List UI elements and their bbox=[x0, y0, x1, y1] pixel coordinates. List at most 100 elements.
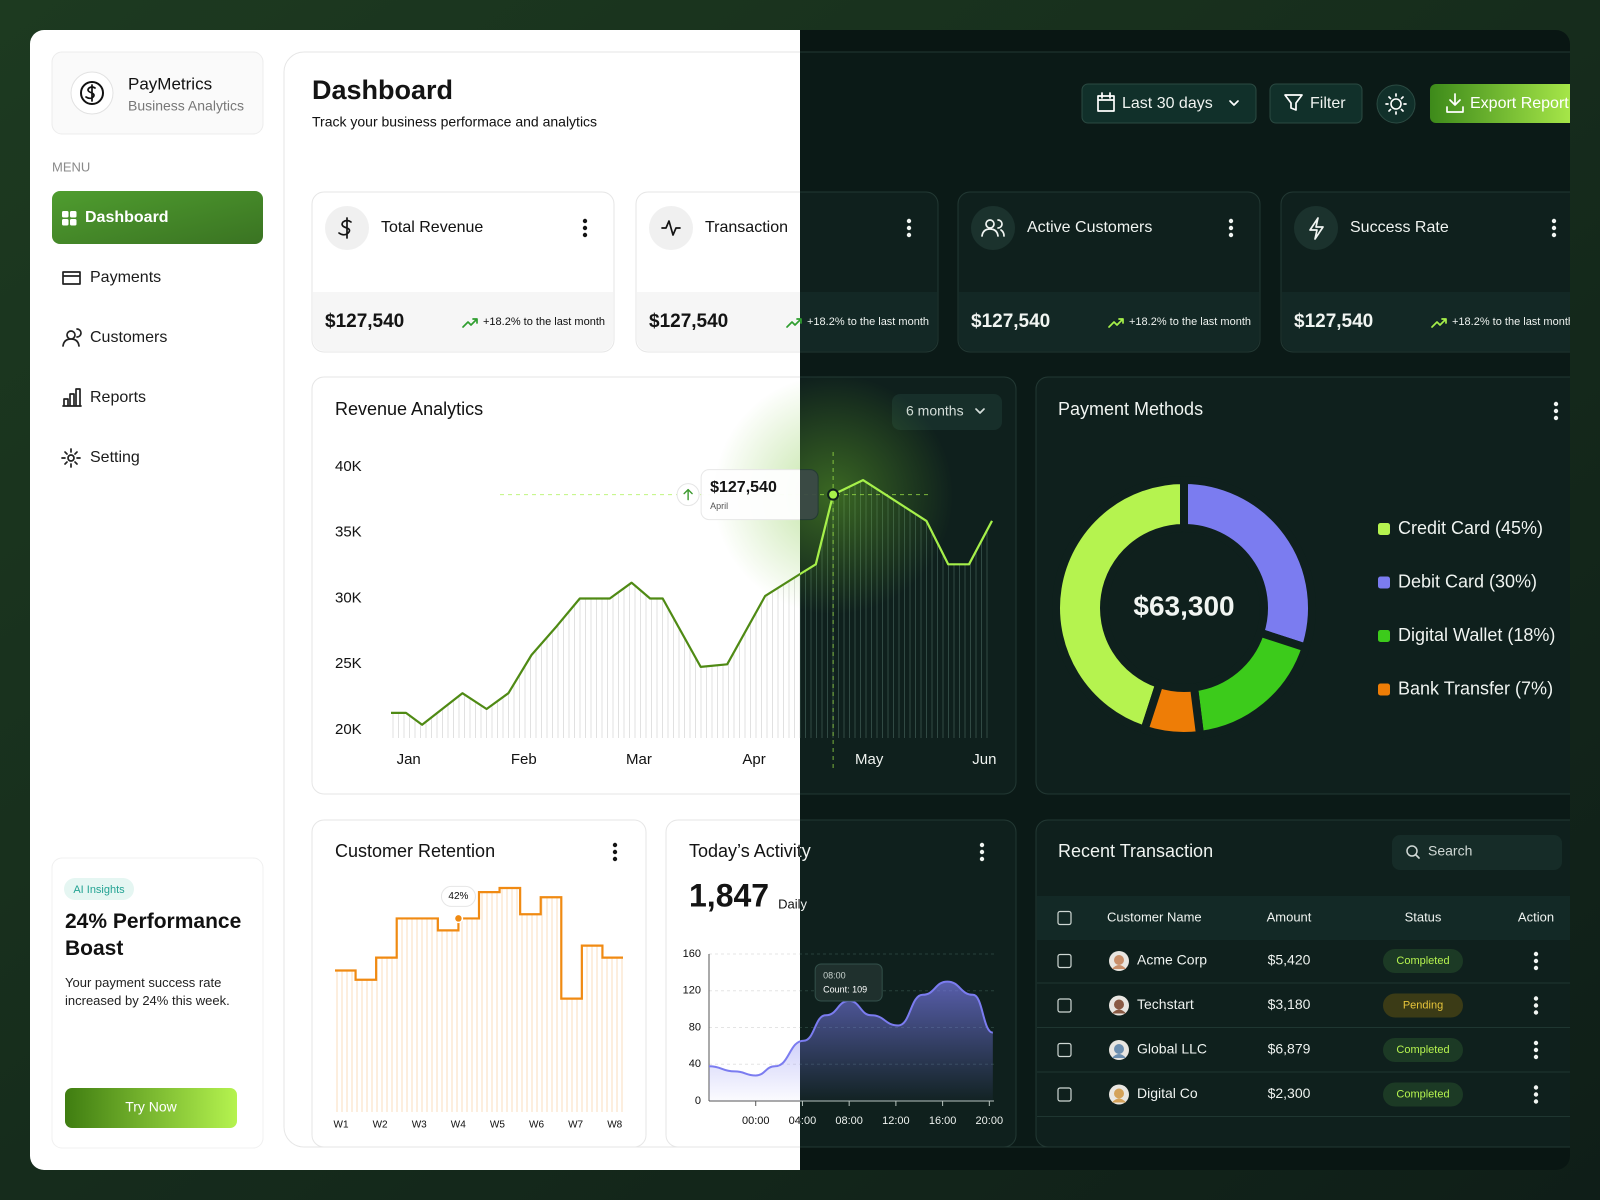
chart-title: Today’s Activity bbox=[689, 841, 811, 861]
legend-swatch bbox=[1378, 630, 1390, 642]
amount: $5,420 bbox=[1268, 952, 1311, 968]
row-action bbox=[1533, 1010, 1539, 1015]
x-tick-label: Mar bbox=[626, 751, 652, 768]
nav-icon bbox=[62, 388, 82, 407]
customer-name: Techstart bbox=[1137, 996, 1194, 1012]
nav-item[interactable]: Setting bbox=[90, 449, 140, 466]
kpi-footer bbox=[1282, 292, 1570, 351]
kpi-change: +18.2% to the last month bbox=[1452, 316, 1574, 328]
kpi-title: Total Revenue bbox=[381, 219, 483, 236]
sun-icon bbox=[1390, 98, 1402, 110]
kpi-title: Transaction bbox=[705, 219, 788, 236]
legend-swatch bbox=[1378, 683, 1390, 696]
kpi-icon-bg bbox=[971, 206, 1015, 250]
x-tick-label: W1 bbox=[334, 1120, 349, 1131]
row-action bbox=[1533, 1003, 1539, 1008]
x-tick-label: W6 bbox=[529, 1120, 544, 1131]
theme-toggle[interactable] bbox=[1376, 84, 1416, 124]
checkbox[interactable] bbox=[1057, 910, 1072, 926]
column-header: Status bbox=[1405, 909, 1442, 924]
card-menu bbox=[1553, 408, 1559, 414]
donut-segment bbox=[1180, 476, 1316, 652]
kpi-menu bbox=[906, 218, 912, 224]
status: Completed bbox=[1396, 955, 1449, 967]
highlight-point bbox=[827, 488, 840, 501]
amount: $6,879 bbox=[1268, 1041, 1311, 1057]
y-tick-label: 80 bbox=[689, 1021, 701, 1033]
donut-segment bbox=[1052, 476, 1188, 734]
customer-name: Global LLC bbox=[1137, 1041, 1207, 1057]
header-button[interactable] bbox=[1430, 84, 1590, 123]
nav-item[interactable]: Payments bbox=[90, 269, 161, 286]
sun-rays bbox=[1385, 93, 1407, 115]
kpi-icon-bg bbox=[1294, 206, 1338, 250]
tooltip bbox=[700, 469, 819, 521]
column-header: Amount bbox=[1267, 909, 1312, 924]
nav-item[interactable]: Dashboard bbox=[85, 209, 169, 226]
trend-icon bbox=[786, 318, 802, 328]
kpi-menu bbox=[1551, 225, 1557, 231]
card-menu bbox=[979, 856, 985, 862]
kpi-footer bbox=[637, 292, 937, 351]
legend-label: Digital Wallet (18%) bbox=[1398, 625, 1555, 645]
checkbox[interactable] bbox=[1057, 953, 1072, 969]
checkbox[interactable] bbox=[1057, 998, 1072, 1013]
checkbox[interactable] bbox=[1057, 1042, 1072, 1058]
y-tick-label: 40K bbox=[335, 458, 362, 475]
row-action bbox=[1533, 951, 1539, 957]
nav-active[interactable] bbox=[52, 191, 263, 244]
brand-logo-ring bbox=[80, 81, 104, 105]
status-pill bbox=[1383, 993, 1463, 1018]
page-subtitle: Track your business performace and analy… bbox=[312, 114, 597, 130]
kpi-menu bbox=[582, 232, 588, 238]
search-icon-handle bbox=[1415, 854, 1420, 859]
row-action bbox=[1533, 1092, 1539, 1097]
checkbox[interactable] bbox=[1057, 1087, 1072, 1102]
y-tick-label: 160 bbox=[683, 948, 701, 960]
brand-name: PayMetrics bbox=[128, 74, 212, 93]
header-button[interactable] bbox=[1269, 83, 1363, 124]
y-tick-label: 0 bbox=[695, 1095, 701, 1107]
tooltip-time: 08:00 bbox=[823, 970, 846, 980]
amount: $3,180 bbox=[1268, 996, 1311, 1012]
kpi-menu bbox=[582, 225, 588, 231]
y-tick-label: 35K bbox=[335, 524, 362, 541]
chevron bbox=[1229, 100, 1239, 106]
step-hatch bbox=[336, 888, 623, 1112]
customer-name: Acme Corp bbox=[1137, 952, 1207, 968]
row-action bbox=[1533, 1054, 1539, 1060]
table-title: Recent Transaction bbox=[1058, 841, 1213, 861]
try-button-text[interactable]: Try Now bbox=[125, 1099, 177, 1115]
kpi-menu bbox=[1551, 218, 1557, 224]
search-icon bbox=[1406, 845, 1418, 857]
legend-swatch bbox=[1378, 523, 1390, 535]
nav-icon bbox=[62, 271, 81, 285]
tooltip bbox=[814, 963, 883, 1002]
export-label[interactable]: Export Report bbox=[1470, 95, 1569, 112]
status-pill bbox=[1383, 949, 1463, 973]
search-placeholder[interactable]: Search bbox=[1428, 843, 1472, 859]
avatar-face bbox=[1114, 1088, 1124, 1099]
status-pill bbox=[1383, 1082, 1463, 1107]
nav-item[interactable]: Customers bbox=[90, 329, 167, 346]
kpi-value: $127,540 bbox=[649, 311, 728, 332]
tooltip-value: $127,540 bbox=[710, 479, 777, 496]
try-button[interactable] bbox=[65, 1088, 237, 1128]
header-button[interactable] bbox=[1081, 83, 1257, 124]
avatar-body bbox=[1112, 1054, 1126, 1058]
date-range[interactable]: Last 30 days bbox=[1122, 95, 1213, 112]
nav-icon bbox=[70, 219, 77, 226]
card-menu bbox=[612, 849, 618, 855]
kpi-change: +18.2% to the last month bbox=[1129, 316, 1251, 328]
search-box[interactable] bbox=[1392, 835, 1562, 870]
kpi-footer bbox=[959, 292, 1259, 351]
avatar-face bbox=[1114, 999, 1124, 1010]
kpi-menu bbox=[1228, 225, 1234, 231]
nav-icon bbox=[62, 211, 69, 218]
filter-label[interactable]: Filter bbox=[1310, 95, 1346, 112]
kpi-icon bbox=[981, 219, 1005, 237]
revenue-line bbox=[391, 479, 993, 726]
x-tick-label: W2 bbox=[373, 1120, 388, 1131]
nav-item[interactable]: Reports bbox=[90, 389, 146, 406]
